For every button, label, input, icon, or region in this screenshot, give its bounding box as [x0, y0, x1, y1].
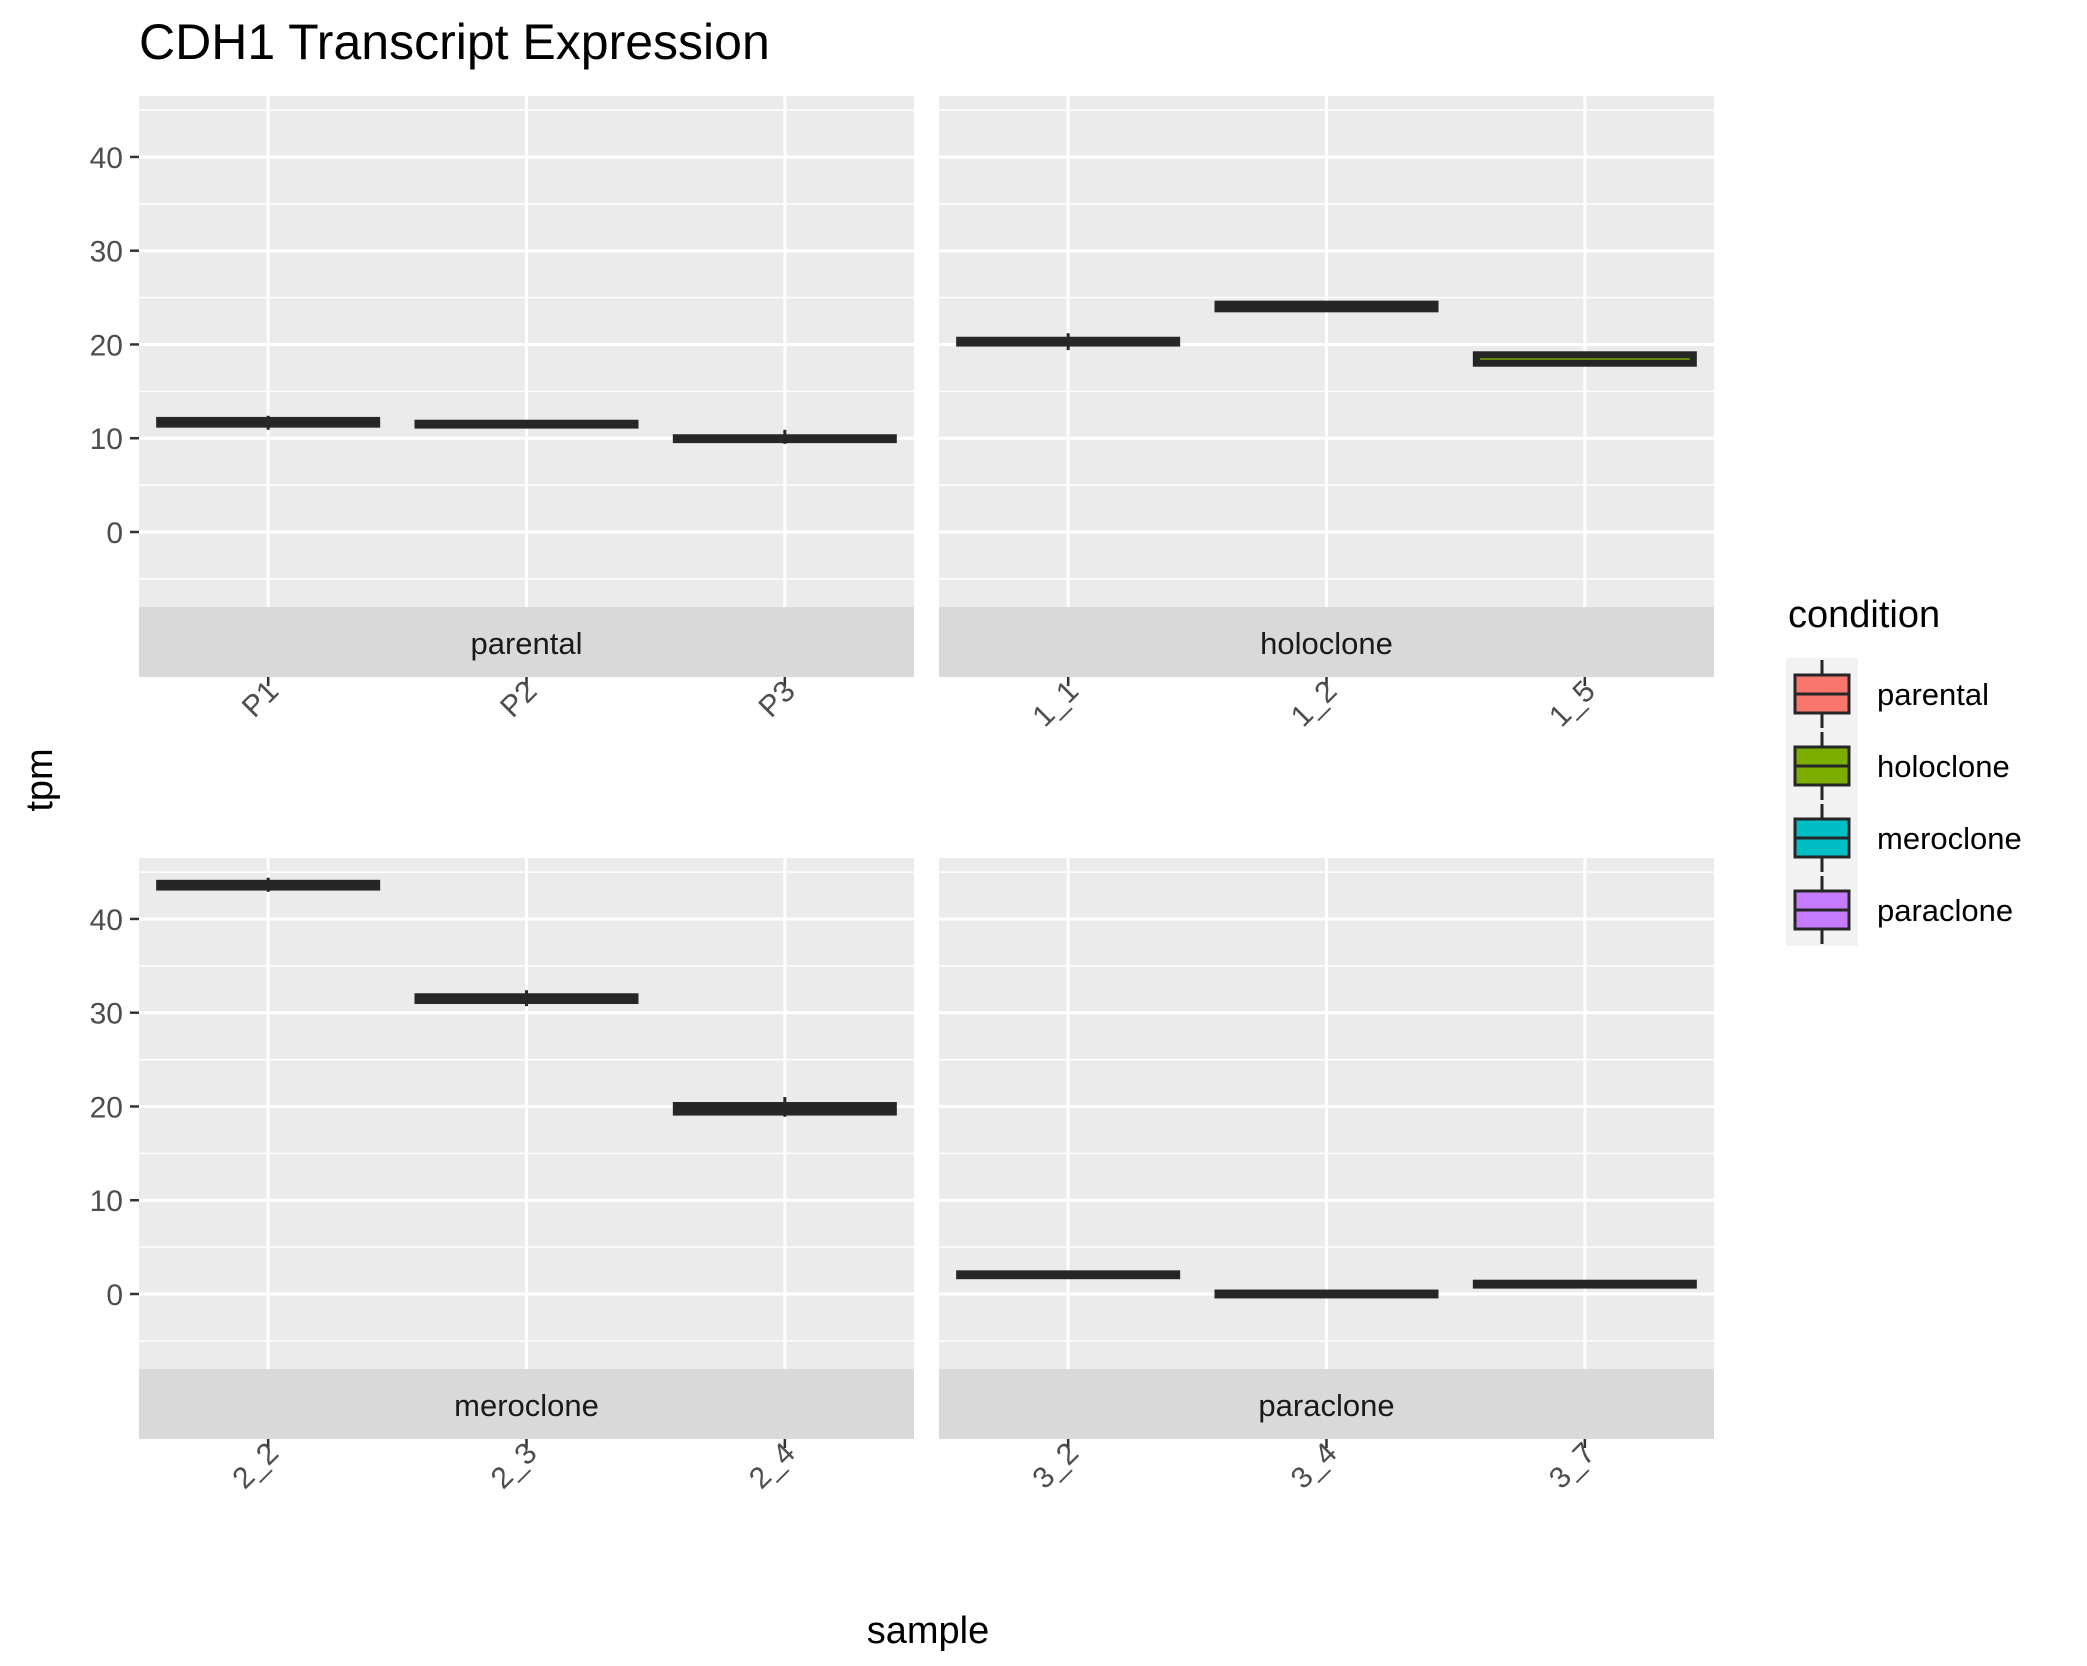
legend-title: condition: [1788, 594, 1940, 636]
x-tick-label: 1_1: [1026, 675, 1085, 734]
y-axis-title: tpm: [19, 748, 61, 811]
boxplot-3_4: [1214, 1289, 1439, 1299]
x-tick-label: P1: [236, 675, 285, 724]
boxplot-P3: [672, 429, 897, 444]
y-tick-label: 0: [106, 1279, 123, 1312]
y-tick-label: 10: [90, 1185, 123, 1218]
boxplot-P1: [156, 415, 381, 430]
boxplot-3_2: [956, 1270, 1181, 1280]
facet-strip-label: holoclone: [1260, 626, 1393, 661]
boxplot-3_7: [1472, 1279, 1697, 1289]
facet-strip-label: parental: [470, 626, 582, 661]
legend-item-holoclone: holoclone: [1786, 730, 2010, 802]
legend-label: paraclone: [1877, 893, 2013, 928]
x-tick-label: 3_2: [1026, 1437, 1085, 1496]
facet-panel-holoclone: holoclone 1_1 1_2 1_5: [939, 96, 1714, 733]
legend-item-meroclone: meroclone: [1786, 802, 2022, 874]
boxplot-2_3: [414, 990, 639, 1007]
facet-strip-label: meroclone: [454, 1388, 599, 1423]
boxplot-1_5: [1472, 351, 1697, 367]
x-tick-label: P2: [494, 675, 543, 724]
y-tick-label: 0: [106, 517, 123, 550]
legend-label: parental: [1877, 677, 1989, 712]
x-tick-label: 2_4: [743, 1437, 802, 1496]
x-tick-label: 3_7: [1543, 1437, 1602, 1496]
facet-panels: parental 0 10 20 30 40 P1 P2 P3 holoclone 1_1 1_2 1_…: [90, 96, 1714, 1495]
x-tick-label: 1_5: [1543, 675, 1602, 734]
y-tick-label: 30: [90, 236, 123, 269]
chart-title: CDH1 Transcript Expression: [139, 14, 770, 70]
facet-strip: [939, 607, 1714, 677]
x-tick-label: 1_2: [1285, 675, 1344, 734]
x-tick-label: 3_4: [1285, 1437, 1344, 1496]
facet-panel-meroclone: meroclone 0 10 20 30 40 2_2 2_3 2_4: [90, 858, 914, 1495]
boxplot-1_1: [956, 333, 1181, 351]
x-tick-label: 2_3: [485, 1437, 544, 1496]
boxplot-2_2: [156, 877, 381, 892]
y-tick-label: 40: [90, 904, 123, 937]
legend-item-parental: parental: [1786, 658, 1989, 730]
facet-strip: [939, 1369, 1714, 1439]
legend-label: holoclone: [1877, 749, 2010, 784]
legend: condition parental holoclone meroclone para…: [1786, 594, 2022, 946]
y-tick-label: 10: [90, 423, 123, 456]
y-tick-label: 20: [90, 329, 123, 362]
facet-strip: [139, 607, 914, 677]
y-tick-label: 20: [90, 1091, 123, 1124]
boxplot-1_2: [1214, 300, 1439, 313]
x-axis-title: sample: [867, 1610, 990, 1652]
legend-label: meroclone: [1877, 821, 2022, 856]
x-tick-label: P3: [752, 675, 801, 724]
facet-strip-label: paraclone: [1258, 1388, 1394, 1423]
boxplot-2_4: [672, 1097, 897, 1117]
facet-strip: [139, 1369, 914, 1439]
y-tick-label: 30: [90, 998, 123, 1031]
legend-item-paraclone: paraclone: [1786, 874, 2013, 946]
y-tick-label: 40: [90, 142, 123, 175]
boxplot-P2: [414, 419, 639, 429]
facet-panel-paraclone: paraclone 3_2 3_4 3_7: [939, 858, 1714, 1495]
x-tick-label: 2_2: [226, 1437, 285, 1496]
facet-panel-parental: parental 0 10 20 30 40 P1 P2 P3: [90, 96, 914, 724]
legend-items: parental holoclone meroclone paraclone: [1786, 658, 2022, 946]
